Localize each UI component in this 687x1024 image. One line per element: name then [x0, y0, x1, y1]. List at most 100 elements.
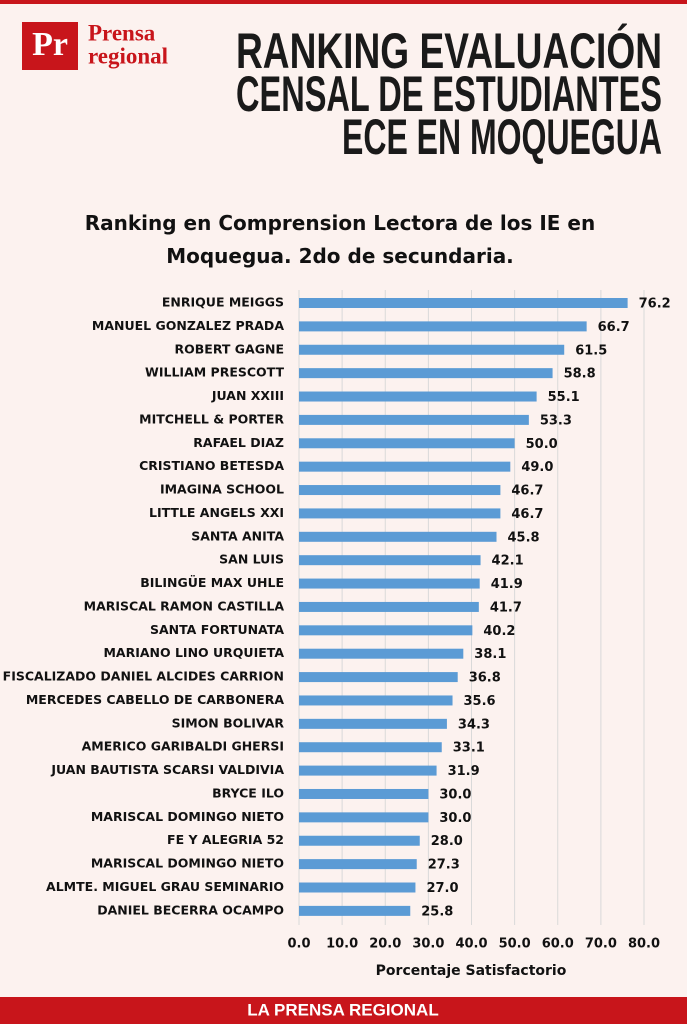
value-label: 27.0: [426, 881, 458, 896]
y-tick-label: SANTA ANITA: [191, 528, 284, 543]
x-axis-label: Porcentaje Satisfactorio: [376, 963, 567, 979]
brand: Prensa: [88, 20, 156, 45]
y-tick-label: JUAN XXIII: [211, 388, 284, 403]
bar: [299, 298, 628, 308]
value-label: 46.7: [511, 507, 543, 522]
value-label: 33.1: [453, 741, 485, 756]
y-tick-label: BILINGÜE MAX UHLE: [140, 575, 284, 590]
bar: [299, 648, 464, 659]
x-tick-label: 40.0: [455, 937, 487, 952]
chart-title: Ranking en Comprension Lectora de los IE…: [84, 211, 596, 268]
headline: CENSAL DE ESTUDIANTES: [236, 66, 662, 122]
value-label: 46.7: [511, 484, 543, 499]
bar: [299, 625, 473, 636]
brand: regional: [88, 43, 168, 68]
y-tick-label: ROBERT GAGNE: [175, 341, 284, 356]
bar: [299, 718, 447, 729]
x-tick-label: 50.0: [499, 937, 531, 952]
value-label: 34.3: [458, 717, 490, 732]
y-tick-label: MERCEDES CABELLO DE CARBONERA: [26, 692, 284, 707]
x-tick-label: 30.0: [412, 937, 444, 952]
y-tick-label: AMERICO GARIBALDI GHERSI: [82, 739, 284, 754]
bar: [299, 578, 480, 589]
y-tick-label: SAN LUIS: [219, 552, 284, 567]
bar: [299, 414, 529, 425]
bar: [299, 391, 537, 402]
value-label: 28.0: [431, 834, 463, 849]
x-tick-label: 60.0: [542, 937, 574, 952]
bar: [299, 485, 501, 496]
bar: [299, 882, 416, 893]
value-label: 66.7: [598, 320, 630, 335]
y-tick-label: MARIANO LINO URQUIETA: [103, 645, 284, 660]
value-label: 30.0: [439, 787, 471, 802]
value-label: 27.3: [428, 858, 460, 873]
y-tick-label: ALMTE. MIGUEL GRAU SEMINARIO: [46, 879, 284, 894]
bar: [299, 835, 420, 846]
bar: [299, 672, 458, 683]
value-label: 31.9: [448, 764, 480, 779]
value-label: 76.2: [639, 297, 671, 312]
bar: [299, 601, 479, 612]
value-label: 38.1: [474, 647, 506, 662]
bar: [299, 788, 429, 799]
bar: [299, 321, 587, 332]
value-label: 42.1: [492, 554, 524, 569]
bar: [299, 695, 453, 706]
footer-text: LA PRENSA REGIONAL: [247, 1000, 438, 1019]
x-tick-label: 0.0: [287, 937, 310, 952]
y-tick-label: BRYCE ILO: [212, 785, 284, 800]
logo-box: [22, 22, 78, 70]
y-tick-label: WILLIAM PRESCOTT: [145, 365, 284, 380]
value-label: 35.6: [464, 694, 496, 709]
bar: [299, 344, 565, 355]
bar: [299, 859, 417, 870]
y-tick-label: MANUEL GONZALEZ PRADA: [92, 318, 284, 333]
y-tick-label: MARISCAL DOMINGO NIETO: [91, 809, 284, 824]
value-label: 41.7: [490, 600, 522, 615]
y-tick-label: CRISTIANO BETESDA: [139, 458, 284, 473]
y-tick-label: SIMON BOLIVAR: [172, 715, 285, 730]
value-label: 41.9: [491, 577, 523, 592]
bar: [299, 742, 442, 753]
logo-mark: Pr: [32, 26, 68, 63]
bar: [299, 461, 511, 472]
y-tick-label: MITCHELL & PORTER: [139, 411, 284, 426]
bar: [299, 812, 429, 823]
y-tick-label: SANTA FORTUNATA: [150, 622, 284, 637]
bar: [299, 438, 515, 449]
value-label: 45.8: [508, 530, 540, 545]
bar: [299, 555, 481, 566]
top-rule: [0, 0, 687, 4]
y-tick-label: MARISCAL DOMINGO NIETO: [91, 856, 284, 871]
x-tick-label: 10.0: [326, 937, 358, 952]
y-tick-label: RAFAEL DIAZ: [193, 435, 284, 450]
y-tick-label: FISCALIZADO DANIEL ALCIDES CARRION: [3, 669, 284, 684]
y-tick-label: LITTLE ANGELS XXI: [149, 505, 284, 520]
value-label: 25.8: [421, 904, 453, 919]
value-label: 40.2: [483, 624, 515, 639]
x-tick-label: 20.0: [369, 937, 401, 952]
y-tick-label: JUAN BAUTISTA SCARSI VALDIVIA: [50, 762, 284, 777]
y-tick-label: IMAGINA SCHOOL: [160, 482, 284, 497]
value-label: 30.0: [439, 811, 471, 826]
y-tick-label: ENRIQUE MEIGGS: [162, 295, 284, 310]
value-label: 49.0: [521, 460, 553, 475]
x-tick-label: 80.0: [628, 937, 660, 952]
footer-bar: [0, 997, 687, 1024]
bar: [299, 905, 411, 916]
value-label: 58.8: [564, 367, 596, 382]
headline: RANKING EVALUACIÓN: [236, 23, 662, 79]
y-tick-label: FE Y ALEGRIA 52: [167, 832, 284, 847]
bar: [299, 765, 437, 776]
value-label: 53.3: [540, 413, 572, 428]
value-label: 36.8: [469, 671, 501, 686]
x-tick-label: 70.0: [585, 937, 617, 952]
bar: [299, 531, 497, 542]
value-label: 55.1: [548, 390, 580, 405]
y-tick-label: MARISCAL RAMON CASTILLA: [84, 598, 285, 613]
headline: ECE EN MOQUEGUA: [342, 109, 662, 165]
value-label: 50.0: [526, 437, 558, 452]
